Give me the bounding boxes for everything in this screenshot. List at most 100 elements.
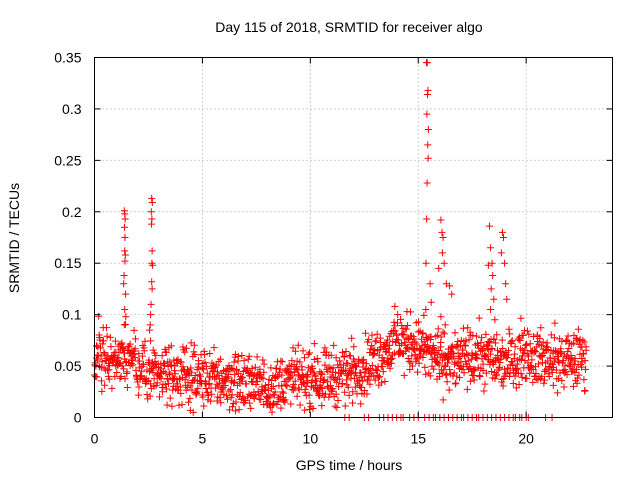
data-point [422,370,430,378]
data-point [412,355,420,363]
data-point [485,346,493,354]
y-tick-label: 0.25 [54,152,81,168]
data-point [424,91,432,99]
data-point [348,368,356,376]
data-point [353,390,361,398]
data-point [349,388,357,396]
data-point [171,370,179,378]
data-point [414,328,422,336]
data-point [175,401,183,409]
data-point [373,330,381,338]
data-point [505,347,513,355]
data-point [538,353,546,361]
data-point [359,377,367,385]
data-point [481,351,489,359]
data-point [338,348,346,356]
data-point [185,398,193,406]
data-point [482,369,490,377]
data-point [479,360,487,368]
data-point [423,59,431,67]
data-point [384,345,392,353]
data-point [338,380,346,388]
data-point [404,322,412,330]
data-point [427,350,435,358]
data-point [405,357,413,365]
data-point [559,357,567,365]
data-point [562,338,570,346]
data-point [305,349,313,357]
data-point [374,374,382,382]
data-point [553,389,561,397]
data-point [200,402,208,410]
data-point [454,349,462,357]
data-point [391,302,399,310]
data-point [128,357,136,365]
data-point [425,369,433,377]
data-point [499,382,507,390]
data-point [308,376,316,384]
data-point [577,363,585,371]
data-point [545,373,553,381]
data-point [217,399,225,407]
data-point [122,290,130,298]
data-point [146,392,154,400]
data-point [309,404,317,412]
data-point [97,344,105,352]
data-point [511,343,519,351]
data-point [246,392,254,400]
data-point [462,336,470,344]
data-point [558,377,566,385]
data-point [540,379,548,387]
data-point [135,391,143,399]
data-point [98,358,106,366]
data-point [482,330,490,338]
x-tick-label: 5 [199,431,207,447]
data-point [575,371,583,379]
data-point [103,324,111,332]
data-point [135,383,143,391]
data-point [325,393,333,401]
data-point [400,331,408,339]
data-point [131,345,139,353]
data-point [108,384,116,392]
data-point [168,402,176,410]
data-point [555,358,563,366]
data-point [360,356,368,364]
data-point [348,334,356,342]
data-point [490,295,498,303]
data-point [580,376,588,384]
data-point [119,344,127,352]
data-point [536,335,544,343]
data-point [429,342,437,350]
plot-frame [94,57,613,418]
chart-title: Day 115 of 2018, SRMTID for receiver alg… [215,19,483,35]
data-point [260,360,268,368]
data-point [121,257,129,265]
data-point [295,384,303,392]
data-point [317,384,325,392]
data-point [418,342,426,350]
data-point [334,396,342,404]
data-point [341,402,349,410]
data-point [357,373,365,381]
data-point [465,336,473,344]
data-point [489,272,497,280]
data-point [280,397,288,405]
data-point [147,337,155,345]
data-point [140,347,148,355]
data-point [344,383,352,391]
data-point [153,379,161,387]
data-point [310,340,318,348]
data-point [362,360,370,368]
data-point [357,383,365,391]
data-point [216,394,224,402]
data-point [164,380,172,388]
data-point [480,387,488,395]
data-point [569,382,577,390]
data-point [224,395,232,403]
data-point [428,362,436,370]
data-point [463,385,471,393]
data-point [333,404,341,412]
data-point [126,340,134,348]
data-point [106,333,114,341]
